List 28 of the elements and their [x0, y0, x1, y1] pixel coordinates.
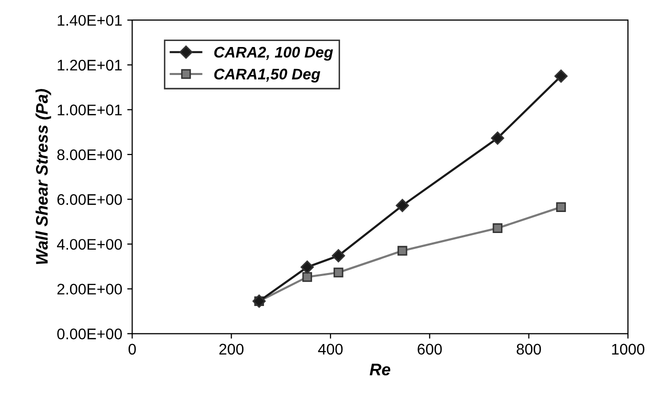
legend-label: CARA1,50 Deg: [214, 68, 320, 83]
y-tick-label: 8.00E+00: [57, 149, 122, 160]
y-tick-label: 2.00E+00: [57, 284, 122, 295]
y-tick-label: 6.00E+00: [57, 194, 122, 205]
point: [492, 223, 502, 234]
point: [300, 260, 314, 274]
y-tick-label: 1.20E+01: [58, 60, 122, 71]
x-tick-label: 1000: [612, 344, 644, 355]
y-tick-label: 1.40E+01: [58, 14, 122, 26]
point: [334, 268, 344, 278]
point: [332, 249, 346, 262]
point: [490, 132, 504, 145]
y-axis-title: Wall Shear Stress (Pa): [36, 89, 52, 264]
x-tick-label: 600: [418, 344, 442, 355]
x-tick-label: 400: [318, 344, 343, 355]
legend-label: CARA2, 100 Deg: [214, 46, 333, 61]
point: [398, 246, 408, 256]
point: [554, 70, 568, 83]
x-tick-label: 800: [516, 344, 541, 355]
x-tick-label: 0: [128, 344, 136, 355]
y-tick-label: 4.00E+00: [56, 238, 122, 250]
x-axis-title: Re: [370, 364, 390, 376]
point: [302, 272, 312, 282]
y-tick-label: 1.00E+01: [58, 104, 122, 116]
x-tick-label: 200: [219, 344, 244, 355]
point: [396, 198, 409, 212]
point: [556, 202, 566, 212]
y-tick-label: 0.00E+00: [57, 328, 122, 340]
